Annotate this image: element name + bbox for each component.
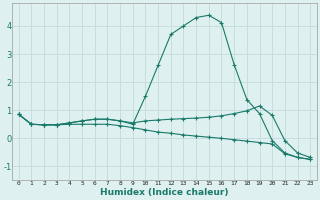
X-axis label: Humidex (Indice chaleur): Humidex (Indice chaleur): [100, 188, 229, 197]
